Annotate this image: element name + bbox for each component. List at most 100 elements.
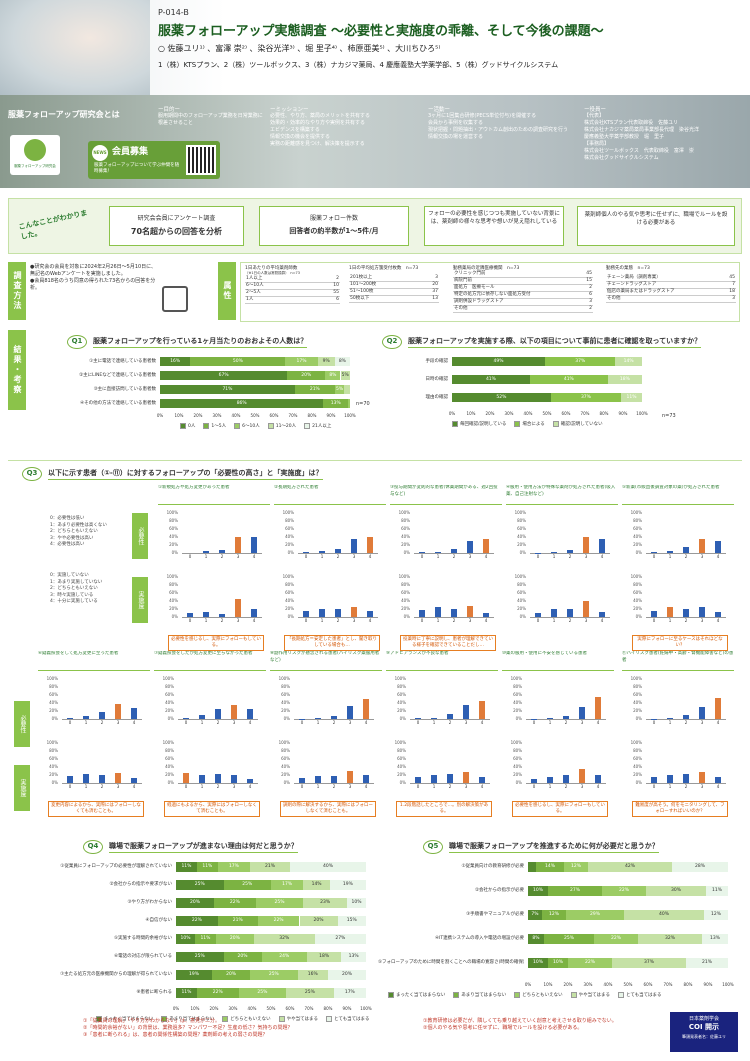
y-tick: 0% — [399, 716, 406, 721]
do-bar — [435, 607, 441, 617]
x-tick: 4 — [600, 554, 604, 559]
need-bar — [683, 547, 689, 553]
x-axis — [646, 617, 726, 618]
need-bar — [215, 709, 221, 719]
bar-segment: 22% — [196, 988, 239, 998]
do-bar — [595, 775, 601, 783]
scale-item: 0：実施していない — [50, 573, 89, 578]
do-bar — [451, 609, 457, 617]
table-cell: 13 — [419, 295, 439, 303]
row-label: 理由の確認 — [425, 395, 449, 400]
table-cell: チェーン薬局（調剤専業） — [606, 275, 723, 282]
y-tick: 80% — [49, 684, 58, 689]
x-tick: 0 — [420, 618, 424, 623]
x-tick: 60% — [269, 413, 279, 418]
recruit-box[interactable]: NEWS 会員募集 服薬フォローアップについて学ぶ仲間を随時募集！ — [88, 141, 220, 179]
results-tag: 結果・考察 — [8, 330, 26, 410]
panel-title: ⑩薬の服用・使用に不安を感じている患者 — [502, 651, 614, 671]
do-bar — [415, 777, 421, 783]
bar-segment: 17% — [333, 988, 366, 998]
need-bar — [419, 552, 425, 553]
panel-note: 投薬時に丁寧に説明し、患者が理解できている様子を確認できていることだし… — [400, 635, 496, 651]
x-axis — [62, 783, 142, 784]
legend-swatch — [234, 423, 241, 429]
legend-item: 場合による — [514, 421, 545, 427]
legend: 0人 1〜5人 6〜10人 11〜20人 21人以上 — [180, 423, 331, 429]
do-bar — [467, 605, 473, 617]
y-tick: 40% — [517, 534, 526, 539]
bar-segment: 19% — [329, 880, 366, 890]
legend-label: やや当てはまる — [578, 993, 610, 998]
legend-swatch — [278, 1016, 285, 1022]
do-scale: 0：実施していない 1：あまり実施していない 2：どちらともいえない 3：時々実… — [50, 573, 150, 606]
bar-segment: 27% — [548, 886, 602, 896]
x-tick: 50% — [542, 411, 552, 416]
summary-card-line: 研究会会員にアンケート調査 — [137, 215, 216, 222]
row-label: ⑧患者に断られる — [136, 990, 172, 995]
x-axis — [62, 719, 142, 720]
legend-item: 6〜10人 — [234, 423, 260, 429]
do-bar — [303, 611, 309, 617]
need-bar — [467, 541, 473, 553]
x-tick: 60% — [285, 1006, 295, 1011]
table-cell: 調剤併設ドラッグストア — [453, 298, 581, 306]
q3-panel: ⑩薬の服用・使用に不安を感じている患者 100% 80% 60% 40% 20% 0% 0 1 2… — [502, 651, 614, 831]
y-tick: 0% — [403, 550, 410, 555]
x-tick: 2 — [684, 720, 688, 725]
attr-table: 201枚以上 3 101〜200枚 20 51〜100枚 37 50枚以下 13 — [349, 275, 439, 303]
x-tick: 4 — [248, 720, 252, 725]
x-tick: 3 — [352, 618, 356, 623]
y-tick: 0% — [399, 780, 406, 785]
y-tick: 60% — [401, 526, 410, 531]
legend-swatch — [96, 1016, 102, 1022]
x-tick: 3 — [468, 554, 472, 559]
note-line: ①「従業員の理解」「やり方がわからない」は、意見が二分。 — [83, 1018, 220, 1024]
bar-segment: 49% — [452, 357, 546, 366]
table-cell: 3 — [580, 298, 593, 306]
bar-segment: 5% — [340, 371, 350, 380]
x-tick: 30% — [228, 1006, 238, 1011]
q2-label: Q2 — [382, 335, 402, 349]
y-tick: 40% — [169, 534, 178, 539]
table-row: 51〜100枚 37 — [349, 288, 439, 296]
table-cell: 1人 — [245, 296, 314, 304]
bar-segment: 22% — [568, 958, 612, 968]
need-bar — [183, 718, 189, 719]
bar-segment: 37% — [612, 958, 686, 968]
x-tick: 1 — [668, 720, 672, 725]
table-cell: 101〜200枚 — [349, 281, 420, 289]
row-label: ③やり方がわからない — [127, 900, 172, 905]
bar-segment: 10% — [347, 898, 366, 908]
bar-segment: 22% — [594, 934, 638, 944]
q5-title: 職場で服薬フォローアップを推進するために何が必要だと思うか？ — [449, 841, 659, 853]
qr-code-icon[interactable] — [186, 145, 216, 175]
y-tick: 40% — [169, 598, 178, 603]
do-bar — [131, 778, 137, 783]
row-label: ①従業員向けの教育研修が必要 — [461, 864, 524, 869]
do-bar — [531, 779, 537, 783]
x-tick: 60% — [643, 982, 653, 987]
method-line: ●研究会の会員を対象に2024年2月26日〜5月10日に、無記名のWebアンケー… — [30, 264, 157, 277]
scale-item: 4：十分に実施している — [50, 599, 98, 604]
y-tick: 100% — [46, 676, 58, 681]
need-bar — [567, 549, 573, 553]
x-tick: 1 — [668, 618, 672, 623]
bar-segment: 32% — [253, 934, 315, 944]
row-label: ⑥電話の対応が限られている — [114, 954, 172, 959]
summary-card-line: 回答者の約半数が1〜5件/月 — [289, 227, 379, 235]
bar-segment: 18% — [607, 375, 642, 384]
table-cell: その他 — [606, 295, 723, 303]
y-tick: 60% — [397, 692, 406, 697]
y-tick: 40% — [401, 598, 410, 603]
table-row: 201枚以上 3 — [349, 275, 439, 282]
author-list: ○ 佐藤ユリ¹⁾ 、富澤 崇²⁾ 、染谷光洋³⁾ 、堀 里子⁴⁾ 、柿原亜美⁵⁾… — [158, 44, 441, 53]
table-cell: 50枚以下 — [349, 295, 420, 303]
x-tick: 3 — [580, 720, 584, 725]
x-tick: 4 — [252, 554, 256, 559]
panel-note: 難易度が高そう。何をモニタリングして、フォローすればいいのか？ — [632, 801, 728, 817]
x-tick: 0 — [304, 554, 308, 559]
bar-segment: 41% — [452, 375, 530, 384]
activity-item: 情報交換の場を運営する — [428, 134, 484, 140]
x-tick: 4 — [600, 618, 604, 623]
bar-segment: 7% — [528, 910, 542, 920]
